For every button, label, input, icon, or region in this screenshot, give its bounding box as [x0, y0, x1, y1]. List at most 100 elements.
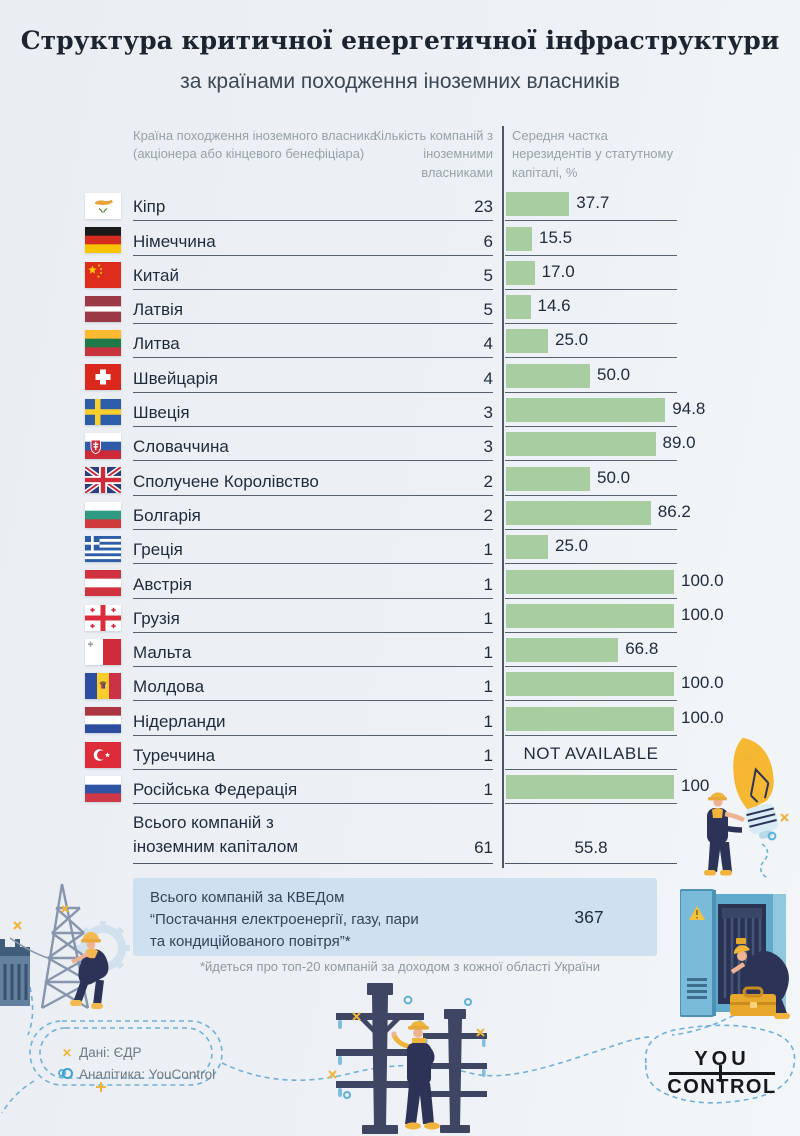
share-cell: 86.2	[505, 500, 691, 530]
country-cell: Швейцарія 4	[133, 362, 493, 393]
flag-icon-ge	[85, 604, 121, 631]
share-value: 94.8	[672, 399, 706, 419]
analytics-line: Аналітика: YouControl	[62, 1064, 215, 1086]
companies-count: 1	[483, 574, 493, 594]
power-tower-illustration	[0, 883, 130, 1010]
table-row: Туреччина 1 NOT AVAILABLE	[0, 740, 800, 774]
country-label: Мальта	[133, 643, 192, 663]
share-cell: 15.5	[505, 225, 677, 256]
analytics-label: Аналітика: YouControl	[79, 1066, 216, 1082]
table-row: Російська Федерація 1 100	[0, 774, 800, 808]
share-cell: 100.0	[505, 671, 724, 702]
flag-icon-gr	[85, 535, 121, 562]
share-value: 100.0	[681, 570, 724, 590]
share-bar	[506, 466, 590, 491]
pylon-icon-2	[423, 1009, 487, 1133]
companies-count: 6	[483, 231, 493, 251]
share-bar	[506, 775, 674, 800]
companies-count: 1	[483, 608, 493, 628]
share-value: 100.0	[681, 604, 724, 624]
companies-count: 2	[483, 505, 493, 525]
share-bar	[506, 500, 651, 525]
share-value: 17.0	[541, 261, 575, 281]
share-value: 66.8	[625, 639, 659, 659]
share-cell: 66.8	[505, 637, 677, 668]
companies-count: 1	[483, 711, 493, 731]
companies-count: 23	[474, 197, 493, 217]
worker-figure	[391, 1020, 440, 1130]
country-label: Словаччина	[133, 437, 229, 457]
insulator-icons-2	[424, 1039, 486, 1077]
country-label: Австрія	[133, 574, 192, 594]
share-value: 37.7	[576, 193, 610, 213]
country-label: Молдова	[133, 677, 205, 697]
table-row: Китай 5 17.0	[0, 260, 800, 294]
flag-icon-gb	[85, 467, 121, 494]
logo-text-control: CONTROL	[667, 1076, 777, 1098]
share-cell: 37.7	[505, 191, 677, 222]
country-label: Греція	[133, 540, 183, 560]
share-cell: 17.0	[505, 260, 677, 290]
pylon-icon	[336, 983, 424, 1134]
share-cell: 25.0	[505, 328, 677, 359]
country-label: Туреччина	[133, 746, 216, 766]
flag-icon-de	[85, 227, 121, 254]
share-bar	[506, 398, 666, 423]
country-label: Російська Федерація	[133, 780, 298, 800]
share-value: 25.0	[555, 536, 589, 556]
table-row: Нідерланди 1 100.0	[0, 705, 800, 739]
share-cell: 14.6	[505, 294, 677, 325]
share-bar	[506, 192, 570, 217]
flag-icon-ru	[85, 776, 121, 803]
share-cell: 100.0	[505, 568, 724, 599]
share-cell: 94.8	[505, 397, 705, 428]
country-label: Грузія	[133, 608, 180, 628]
share-not-available: NOT AVAILABLE	[523, 744, 659, 764]
country-cell: Російська Федерація 1	[133, 774, 493, 805]
country-cell: Німеччина 6	[133, 225, 493, 256]
flag-icon-ch	[85, 364, 121, 391]
share-bar	[506, 603, 674, 628]
share-cell: 50.0	[505, 465, 677, 496]
companies-count: 1	[483, 746, 493, 766]
sparkle-icons	[13, 905, 69, 930]
country-cell: Грузія 1	[133, 603, 493, 633]
share-value: 25.0	[555, 330, 589, 350]
country-label: Німеччина	[133, 231, 216, 251]
kved-summary-box: Всього компаній за КВЕДом “Постачання ел…	[133, 878, 657, 956]
share-bar	[506, 535, 548, 560]
country-label: Болгарія	[133, 505, 201, 525]
country-cell: Латвія 5	[133, 294, 493, 325]
companies-count: 1	[483, 540, 493, 560]
table-row: Сполучене Королівство 2 50.0	[0, 465, 800, 499]
table-row: Німеччина 6 15.5	[0, 225, 800, 259]
share-cell: NOT AVAILABLE	[505, 740, 677, 771]
sparkle-icons	[328, 995, 485, 1099]
share-cell: 25.0	[505, 534, 677, 565]
pylons-worker-illustration	[328, 983, 487, 1134]
country-label: Китай	[133, 265, 179, 285]
share-value: 14.6	[537, 296, 571, 316]
column-header-companies: Кількість компаній з іноземними власника…	[373, 128, 493, 180]
flag-icon-lv	[85, 295, 121, 322]
table-row: Болгарія 2 86.2	[0, 500, 800, 534]
companies-count: 1	[483, 643, 493, 663]
column-header-share: Середня частка нерезидентів у статутному…	[512, 128, 674, 180]
flag-icon-lt	[85, 330, 121, 357]
country-cell: Нідерланди 1	[133, 705, 493, 736]
youcontrol-logo: YOU CONTROL	[660, 1048, 784, 1099]
companies-count: 4	[483, 334, 493, 354]
share-bar	[506, 329, 548, 354]
table-row: Литва 4 25.0	[0, 328, 800, 362]
flag-icon-tr	[85, 741, 121, 768]
country-cell: Мальта 1	[133, 637, 493, 668]
country-label: Швейцарія	[133, 368, 218, 388]
cross-bullet-icon: ✕	[62, 1046, 73, 1060]
companies-count: 4	[483, 368, 493, 388]
table-row: Грузія 1 100.0	[0, 603, 800, 637]
companies-count: 2	[483, 471, 493, 491]
share-value: 50.0	[597, 364, 631, 384]
country-label: Литва	[133, 334, 180, 354]
total-companies-count: 61	[474, 838, 493, 857]
